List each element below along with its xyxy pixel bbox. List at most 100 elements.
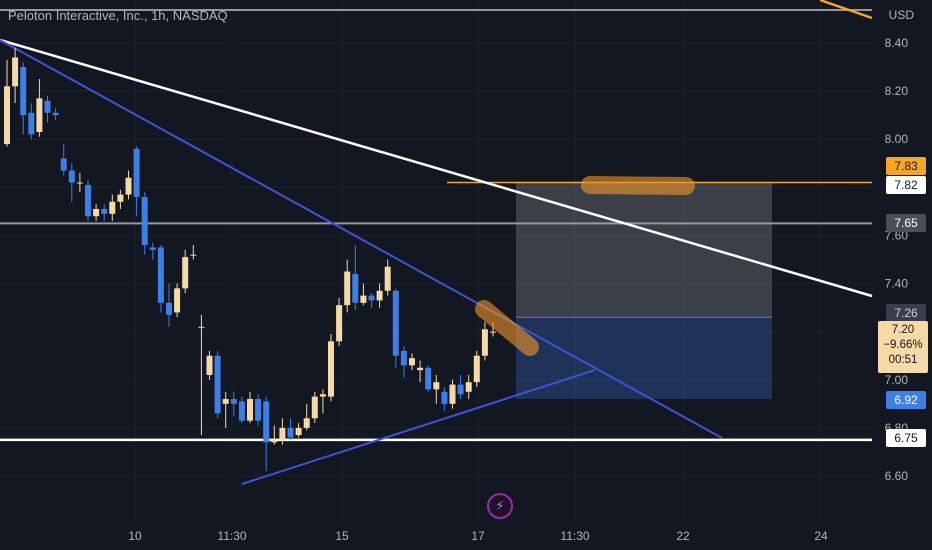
candle-body: [117, 194, 124, 202]
highlight-stroke: [475, 300, 539, 356]
candle-body: [166, 302, 172, 315]
drawing-lines: [0, 0, 873, 485]
candle-body: [198, 326, 205, 328]
price-label-692: 6.92: [886, 391, 926, 409]
candle-body: [392, 290, 399, 356]
x-tick-label: 10: [128, 529, 142, 543]
candle-body: [255, 399, 262, 421]
candle-body: [279, 427, 286, 440]
x-tick-label: 22: [676, 529, 690, 543]
x-tick-label: 15: [335, 529, 349, 543]
bar-countdown: 00:51: [888, 354, 918, 366]
candle-body: [263, 401, 270, 443]
candle-body: [368, 295, 375, 301]
y-tick-label: 8.20: [885, 84, 909, 98]
candle-body: [490, 331, 496, 333]
y-tick-label: 8.40: [885, 36, 909, 50]
candle-body: [174, 288, 181, 313]
y-tick-label: 8.00: [885, 132, 909, 146]
candle-body: [352, 273, 359, 303]
ascending-trendline: [241, 369, 596, 485]
candle-body: [360, 295, 367, 303]
symbol-title[interactable]: Peloton Interactive, Inc., 1h, NASDAQ: [8, 8, 228, 23]
candle-body: [271, 439, 278, 443]
candle-body: [141, 196, 148, 246]
x-tick-label: 24: [814, 529, 828, 543]
candle-body: [425, 367, 432, 390]
candle-body: [473, 355, 480, 383]
candle-body: [287, 427, 294, 438]
highlight-stroke: [581, 176, 695, 195]
price-axis: 8.408.208.007.607.407.006.806.60: [885, 36, 909, 483]
price-change: −9.66%: [883, 339, 923, 351]
candle-body: [52, 112, 59, 116]
candle-body: [376, 290, 383, 301]
candle-body: [457, 384, 464, 395]
lightning-icon[interactable]: ⚡: [487, 493, 513, 519]
candle-body: [247, 399, 253, 421]
candle-body: [28, 112, 35, 135]
candle-body: [222, 399, 229, 404]
candle-body: [85, 184, 91, 217]
x-tick-label: 11:30: [217, 529, 246, 543]
candle-body: [206, 355, 213, 375]
price-label-783: 7.83: [886, 157, 926, 175]
current-price: 7.20: [891, 324, 915, 336]
candle-body: [328, 341, 334, 397]
candle-body: [319, 394, 326, 397]
candle-body: [125, 177, 132, 195]
candles: [4, 47, 496, 472]
stop-zone: [516, 317, 772, 400]
candle-body: [190, 254, 197, 256]
candle-body: [149, 247, 156, 250]
x-tick-label: 11:30: [560, 529, 589, 543]
position-boxes: [516, 182, 772, 400]
candle-body: [109, 201, 116, 214]
candle-body: [417, 367, 424, 371]
price-label-782: 7.82: [886, 176, 926, 194]
x-tick-label: 17: [471, 529, 485, 543]
candle-body: [76, 182, 83, 184]
y-tick-label: 7.40: [885, 277, 909, 291]
candle-body: [157, 247, 164, 303]
currency-label[interactable]: USD: [888, 8, 914, 22]
candle-body: [344, 271, 351, 306]
current-price-box: 7.20 −9.66% 00:51: [878, 321, 928, 373]
orange-corner-line: [819, 0, 873, 20]
candle-body: [409, 358, 415, 366]
candle-body: [295, 427, 302, 436]
descending-trendline: [0, 39, 723, 439]
candle-body: [303, 418, 310, 428]
candle-body: [384, 266, 391, 291]
candle-body: [20, 67, 27, 116]
resistance-trendline: [0, 38, 873, 298]
highlight-strokes: [475, 176, 695, 356]
candle-body: [68, 170, 75, 183]
candle-body: [400, 350, 407, 366]
candle-body: [336, 305, 343, 342]
candle-body: [230, 399, 237, 404]
y-tick-label: 7.00: [885, 373, 909, 387]
price-label-765: 7.65: [886, 214, 926, 232]
candle-body: [481, 329, 488, 356]
candle-body: [44, 100, 51, 113]
candle-body: [182, 257, 189, 289]
candle-body: [238, 401, 245, 421]
candle-body: [12, 57, 19, 87]
candle-body: [4, 86, 10, 145]
candle-body: [36, 98, 43, 133]
candle-body: [133, 148, 140, 197]
candle-body: [433, 382, 440, 390]
candle-body: [449, 384, 456, 404]
candle-body: [441, 391, 448, 404]
candle-body: [214, 355, 221, 414]
time-axis: 10 11:30 15 17 11:30 22 24: [128, 529, 828, 543]
candle-body: [101, 208, 108, 214]
price-label-675: 6.75: [886, 429, 926, 447]
y-tick-label: 6.60: [885, 469, 909, 483]
price-label-726: 7.26: [886, 304, 926, 322]
candle-body: [93, 208, 100, 217]
candle-body: [60, 158, 67, 171]
candle-body: [311, 396, 318, 419]
